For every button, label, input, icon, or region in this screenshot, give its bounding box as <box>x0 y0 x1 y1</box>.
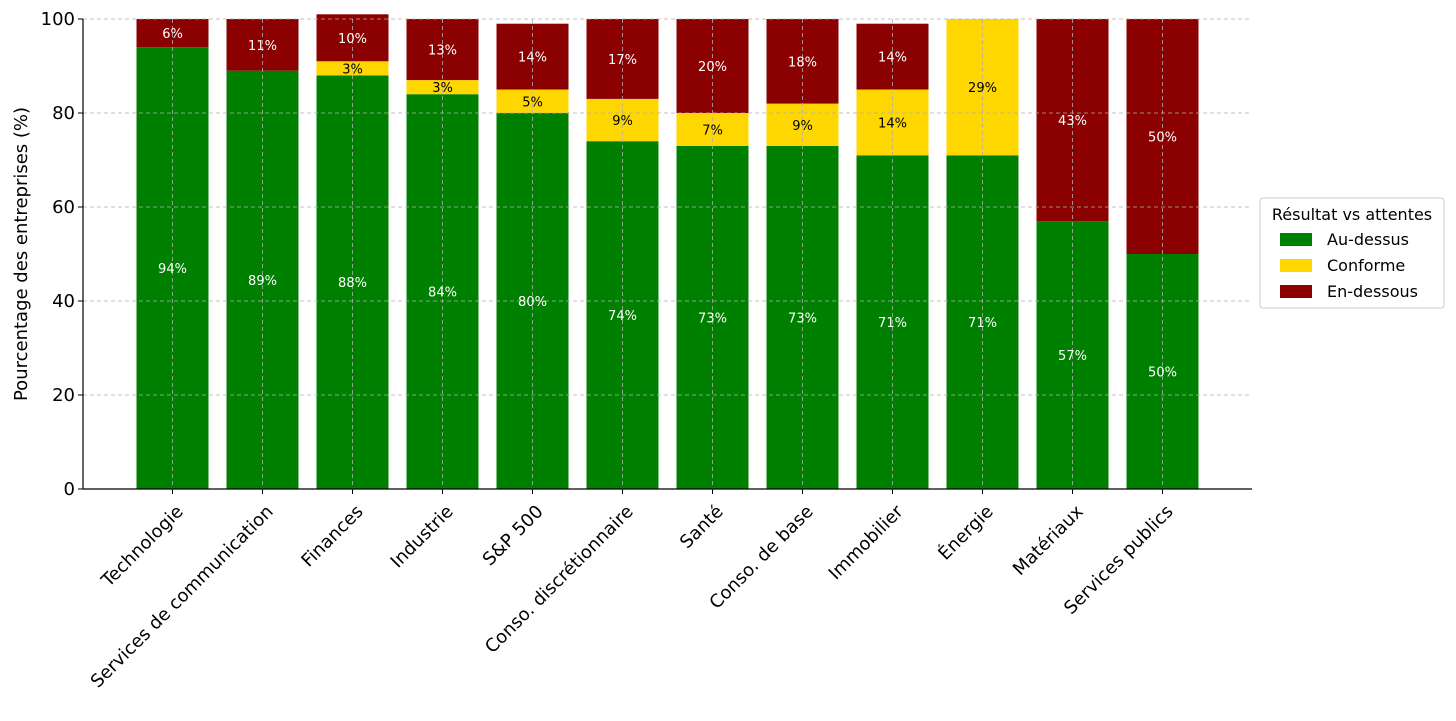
data-label: 17% <box>608 53 637 68</box>
y-tick-label: 60 <box>52 197 75 218</box>
data-label: 9% <box>612 114 633 129</box>
y-tick-label: 20 <box>52 385 75 406</box>
x-tick-label: Matériaux <box>1009 501 1088 580</box>
data-label: 74% <box>608 309 637 324</box>
legend-title: Résultat vs attentes <box>1272 205 1432 224</box>
y-tick-label: 0 <box>64 479 75 500</box>
y-tick-label: 100 <box>41 9 75 30</box>
x-tick-label: Technologie <box>97 501 188 592</box>
data-label: 89% <box>248 274 277 289</box>
x-tick-label: Énergie <box>934 501 998 565</box>
legend: Résultat vs attentes Au-dessus Conforme En… <box>1259 197 1445 309</box>
legend-swatch-en-dessous <box>1280 285 1312 298</box>
bars <box>136 14 1199 490</box>
data-label: 29% <box>968 81 997 96</box>
data-label: 7% <box>702 123 723 138</box>
data-label: 3% <box>432 81 453 96</box>
x-tick-label: Services de communication <box>87 501 278 692</box>
data-labels: 94% 6% 89% 11% 88% 3% 10% 84% 3% 13% 80% 5% 14% 74% 9%… <box>158 27 1177 380</box>
data-label: 88% <box>338 276 367 291</box>
data-label: 43% <box>1058 114 1087 129</box>
data-label: 14% <box>518 51 547 66</box>
data-label: 18% <box>788 55 817 70</box>
gridlines <box>83 18 1252 490</box>
x-tick-label: S&P 500 <box>479 501 548 570</box>
data-label: 50% <box>1148 366 1177 381</box>
legend-swatch-au-dessus <box>1280 233 1312 246</box>
data-label: 14% <box>878 116 907 131</box>
x-tick-label: Industrie <box>387 501 458 572</box>
legend-label: Au-dessus <box>1327 230 1409 249</box>
legend-frame <box>1259 197 1445 309</box>
bar-conforme-4 <box>496 89 569 113</box>
x-tick-label: Conso. discrétionnaire <box>481 501 637 657</box>
data-label: 9% <box>792 119 813 134</box>
data-label: 14% <box>878 51 907 66</box>
bar-conforme-3 <box>406 80 479 95</box>
x-tick-label: Immobilier <box>825 501 908 584</box>
bar-en-dessous-11 <box>1126 19 1199 254</box>
y-tick-label: 40 <box>52 291 75 312</box>
data-label: 71% <box>878 316 907 331</box>
data-label: 71% <box>968 316 997 331</box>
legend-label: En-dessous <box>1327 282 1418 301</box>
data-label: 20% <box>698 60 727 75</box>
data-label: 11% <box>248 39 277 54</box>
data-label: 57% <box>1058 349 1087 364</box>
y-tick-label: 80 <box>52 103 75 124</box>
data-label: 50% <box>1148 131 1177 146</box>
y-axis-title: Pourcentage des entreprises (%) <box>11 107 32 401</box>
data-label: 94% <box>158 262 187 277</box>
data-label: 73% <box>788 311 817 326</box>
data-label: 84% <box>428 286 457 301</box>
data-label: 5% <box>522 95 543 110</box>
data-label: 6% <box>162 27 183 42</box>
legend-label: Conforme <box>1327 256 1405 275</box>
data-label: 3% <box>342 62 363 77</box>
data-label: 10% <box>338 32 367 47</box>
bar-conforme-8 <box>856 89 929 156</box>
x-tick-label: Santé <box>676 501 728 553</box>
x-tick-label: Finances <box>297 501 367 571</box>
data-label: 73% <box>698 311 727 326</box>
data-label: 80% <box>518 295 547 310</box>
data-label: 13% <box>428 44 457 59</box>
legend-swatch-conforme <box>1280 259 1312 272</box>
